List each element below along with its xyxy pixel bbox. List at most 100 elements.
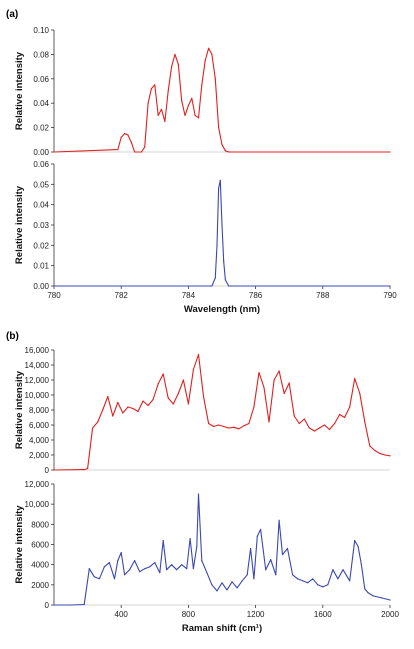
data-point bbox=[360, 564, 362, 566]
series-line-1 bbox=[53, 47, 390, 153]
data-point bbox=[164, 120, 166, 123]
data-point bbox=[273, 379, 275, 381]
y-tick-label: 4,000 bbox=[29, 436, 50, 445]
data-point bbox=[322, 586, 324, 588]
data-point bbox=[359, 392, 361, 395]
data-point bbox=[171, 564, 173, 566]
chart-2: 0.00 0.01 0.02 0.03 0.04 0.05 0.06 780 782 784 786… bbox=[14, 160, 397, 315]
data-point bbox=[154, 562, 156, 564]
data-point bbox=[231, 581, 233, 583]
data-point bbox=[221, 224, 223, 226]
data-point bbox=[312, 578, 314, 580]
data-point bbox=[307, 582, 309, 584]
y-axis-label: Relative intensity bbox=[14, 505, 25, 584]
data-point bbox=[152, 398, 154, 401]
chart-4: 0 2000 4000 6000 8000 10,000 12,000 400 800 1200 1… bbox=[14, 480, 399, 634]
data-point bbox=[88, 568, 90, 570]
x-axis-label: Raman shift (cm¹) bbox=[182, 623, 262, 634]
data-point bbox=[236, 587, 238, 589]
y-tick-label: 0.03 bbox=[33, 221, 49, 230]
data-point bbox=[211, 53, 213, 56]
data-point bbox=[364, 588, 366, 590]
data-point bbox=[317, 584, 319, 586]
data-point bbox=[323, 424, 326, 426]
data-point bbox=[214, 78, 216, 80]
data-point bbox=[160, 108, 163, 110]
data-point bbox=[117, 149, 119, 151]
data-point bbox=[228, 285, 230, 287]
y-tick-label: 0.02 bbox=[33, 124, 49, 133]
data-point bbox=[120, 552, 122, 554]
data-point bbox=[92, 427, 94, 429]
data-point bbox=[150, 88, 152, 90]
data-point bbox=[256, 535, 258, 538]
data-point bbox=[137, 410, 139, 413]
y-axis-label: Relative intensity bbox=[14, 185, 25, 264]
data-point bbox=[258, 371, 260, 374]
y-tick-label: 12,000 bbox=[25, 376, 50, 385]
data-point bbox=[127, 406, 129, 408]
data-point bbox=[97, 421, 99, 423]
y-tick-label: 0.04 bbox=[33, 201, 49, 210]
y-tick-label: 12,000 bbox=[25, 480, 50, 489]
data-point bbox=[214, 277, 216, 279]
data-point bbox=[197, 353, 200, 356]
data-point bbox=[157, 383, 159, 385]
panel-b-label: (b) bbox=[6, 331, 19, 342]
data-point bbox=[162, 373, 164, 375]
data-point bbox=[354, 377, 356, 380]
data-point bbox=[372, 595, 374, 597]
data-point bbox=[208, 422, 210, 425]
data-point bbox=[297, 578, 299, 580]
data-point bbox=[102, 409, 104, 411]
data-point bbox=[293, 415, 295, 417]
data-point bbox=[171, 66, 173, 68]
data-point bbox=[142, 400, 144, 402]
data-point bbox=[364, 421, 366, 423]
plot-area: 0.00 0.02 0.04 0.06 0.08 0.10 Relative intensi… bbox=[14, 26, 399, 634]
y-tick-label: 0.10 bbox=[33, 26, 49, 35]
data-point bbox=[253, 578, 255, 580]
data-point bbox=[342, 569, 344, 571]
data-point bbox=[263, 386, 265, 389]
data-point bbox=[201, 560, 203, 562]
data-point bbox=[228, 427, 230, 429]
y-tick-label: 0.00 bbox=[33, 148, 49, 157]
data-point bbox=[197, 117, 200, 119]
data-point bbox=[53, 151, 55, 153]
data-point bbox=[117, 401, 119, 404]
series-line-1 bbox=[54, 493, 391, 606]
data-point bbox=[172, 403, 174, 405]
data-point bbox=[113, 578, 116, 580]
data-point bbox=[226, 589, 228, 591]
data-point bbox=[308, 427, 310, 429]
panel-a-label: (a) bbox=[6, 9, 18, 20]
data-point bbox=[243, 425, 245, 427]
data-point bbox=[246, 574, 248, 576]
data-point bbox=[389, 455, 391, 457]
data-point bbox=[389, 285, 391, 287]
x-tick-label: 2000 bbox=[381, 610, 399, 619]
data-point bbox=[53, 604, 55, 606]
data-point bbox=[248, 422, 250, 425]
data-point bbox=[112, 415, 114, 417]
data-point bbox=[154, 84, 156, 86]
data-point bbox=[166, 569, 168, 571]
data-point bbox=[197, 493, 200, 495]
data-point bbox=[147, 102, 149, 104]
data-point bbox=[349, 406, 351, 408]
data-point bbox=[147, 404, 149, 407]
chart-1: 0.00 0.02 0.04 0.06 0.08 0.10 Relative intensi… bbox=[14, 26, 391, 157]
y-tick-label: 14,000 bbox=[25, 361, 50, 370]
data-point bbox=[120, 136, 122, 138]
y-tick-label: 2,000 bbox=[29, 451, 50, 460]
data-point bbox=[194, 114, 196, 116]
y-tick-label: 0.01 bbox=[33, 262, 49, 271]
y-tick-label: 6,000 bbox=[29, 421, 50, 430]
data-point bbox=[192, 368, 194, 371]
data-point bbox=[70, 604, 72, 606]
data-point bbox=[224, 150, 226, 152]
data-point bbox=[130, 141, 132, 143]
data-point bbox=[124, 133, 126, 135]
